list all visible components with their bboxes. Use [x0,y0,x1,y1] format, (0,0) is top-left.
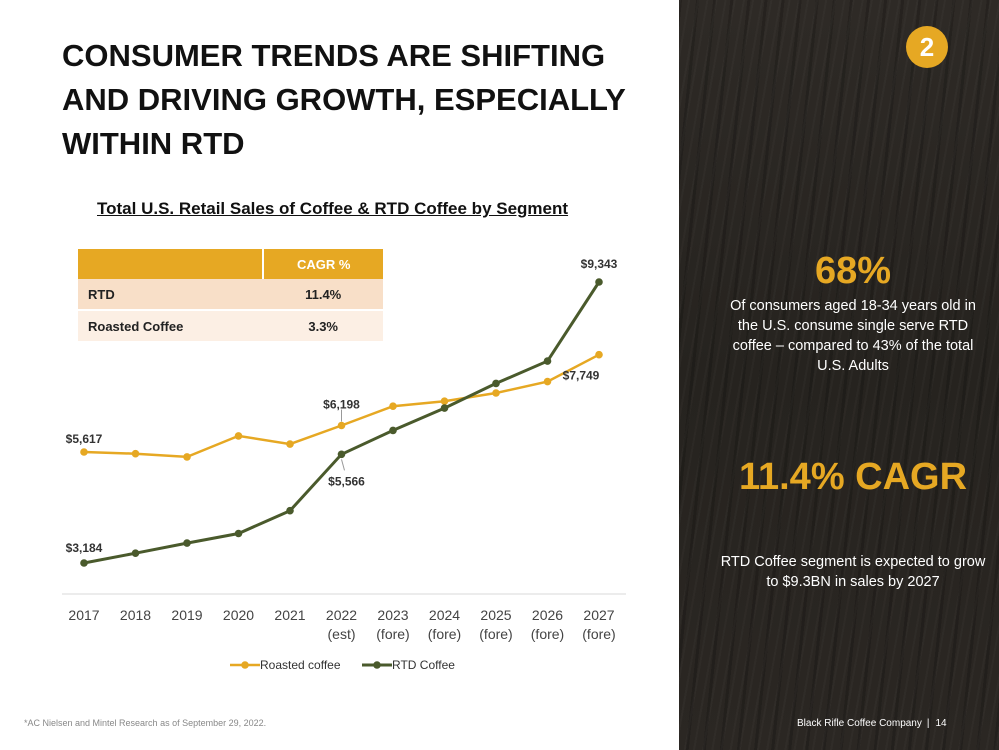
data-point [492,389,500,397]
data-point [286,440,294,448]
data-label: $6,198 [323,397,360,411]
stat-cagr-value: 11.4% CAGR [738,456,968,498]
stat-68-value: 68% [814,250,892,292]
footnote: *AC Nielsen and Mintel Research as of Se… [24,718,267,728]
legend-swatch-marker [373,661,381,669]
cagr-row-roasted: Roasted Coffee 3.3% [78,310,383,341]
footer-separator: | [926,718,930,729]
data-point [286,506,294,515]
data-label: $5,566 [328,474,365,488]
company-name: Black Rifle Coffee Company [797,718,922,729]
company-footer: Black Rifle Coffee Company | 14 [797,718,947,729]
data-point [234,432,243,440]
cagr-table: CAGR % RTD 11.4% Roasted Coffee 3.3% [78,249,383,341]
x-tick-label: 2021 [274,607,305,623]
content-area [0,0,679,750]
x-tick-label: 2017 [68,607,99,623]
data-point [440,404,449,412]
sales-line-chart: 2017 2018 2019 2020 2021 2022 (est) 2023 (fore) 2… [62,257,626,672]
data-point [543,357,552,365]
data-point [337,450,346,459]
data-point [80,448,88,456]
data-point [389,426,397,435]
cagr-row-rtd: RTD 11.4% [78,279,383,311]
x-tick-label: 2019 [171,607,202,623]
data-label: $5,617 [66,432,103,446]
data-point [183,539,191,547]
data-point [80,559,88,567]
section-number-badge: 2 [906,26,948,68]
x-tick-label: 2018 [120,607,151,623]
cagr-row-label: RTD [78,279,264,311]
stat-68-description: Of consumers aged 18-34 years old in the… [730,298,976,374]
data-point [234,529,243,538]
data-point [337,421,346,430]
data-label: $7,749 [563,369,600,383]
cagr-row-value: 11.4% [263,279,383,311]
data-point [492,379,500,388]
data-label-leader [341,459,345,471]
data-point [595,350,603,359]
data-point [183,453,191,461]
data-point [543,377,552,386]
page-number: 14 [935,718,947,729]
legend-swatch-marker [241,661,249,669]
slide-title: CONSUMER TRENDS ARE SHIFTING AND DRIVING… [62,38,626,161]
x-tick-label: 2025 (fore) [479,607,512,642]
x-tick-label: 2020 [223,607,254,623]
x-tick-label: 2024 (fore) [428,607,461,642]
stat-cagr-description: RTD Coffee segment is expected to grow t… [720,554,986,590]
legend-entry: Roasted coffee [260,658,341,672]
legend-entry: RTD Coffee [392,658,455,672]
cagr-table-header: CAGR % [263,249,383,279]
wood-panel [679,0,999,750]
x-tick-label: 2022 (est) [326,607,357,642]
data-point [389,402,397,411]
cagr-table-header-row: CAGR % [78,249,383,279]
cagr-row-label: Roasted Coffee [78,310,264,341]
data-point [440,397,449,406]
data-label: $9,343 [581,257,618,271]
x-tick-label: 2027 (fore) [582,607,615,642]
cagr-table-header-blank [78,249,265,279]
data-point [595,278,603,286]
chart-title: Total U.S. Retail Sales of Coffee & RTD … [97,199,569,218]
cagr-row-value: 3.3% [263,310,383,341]
data-point [131,449,140,458]
data-label: $3,184 [66,541,103,555]
x-tick-label: 2026 (fore) [531,607,564,642]
x-tick-label: 2023 (fore) [376,607,409,642]
data-point [131,549,140,557]
